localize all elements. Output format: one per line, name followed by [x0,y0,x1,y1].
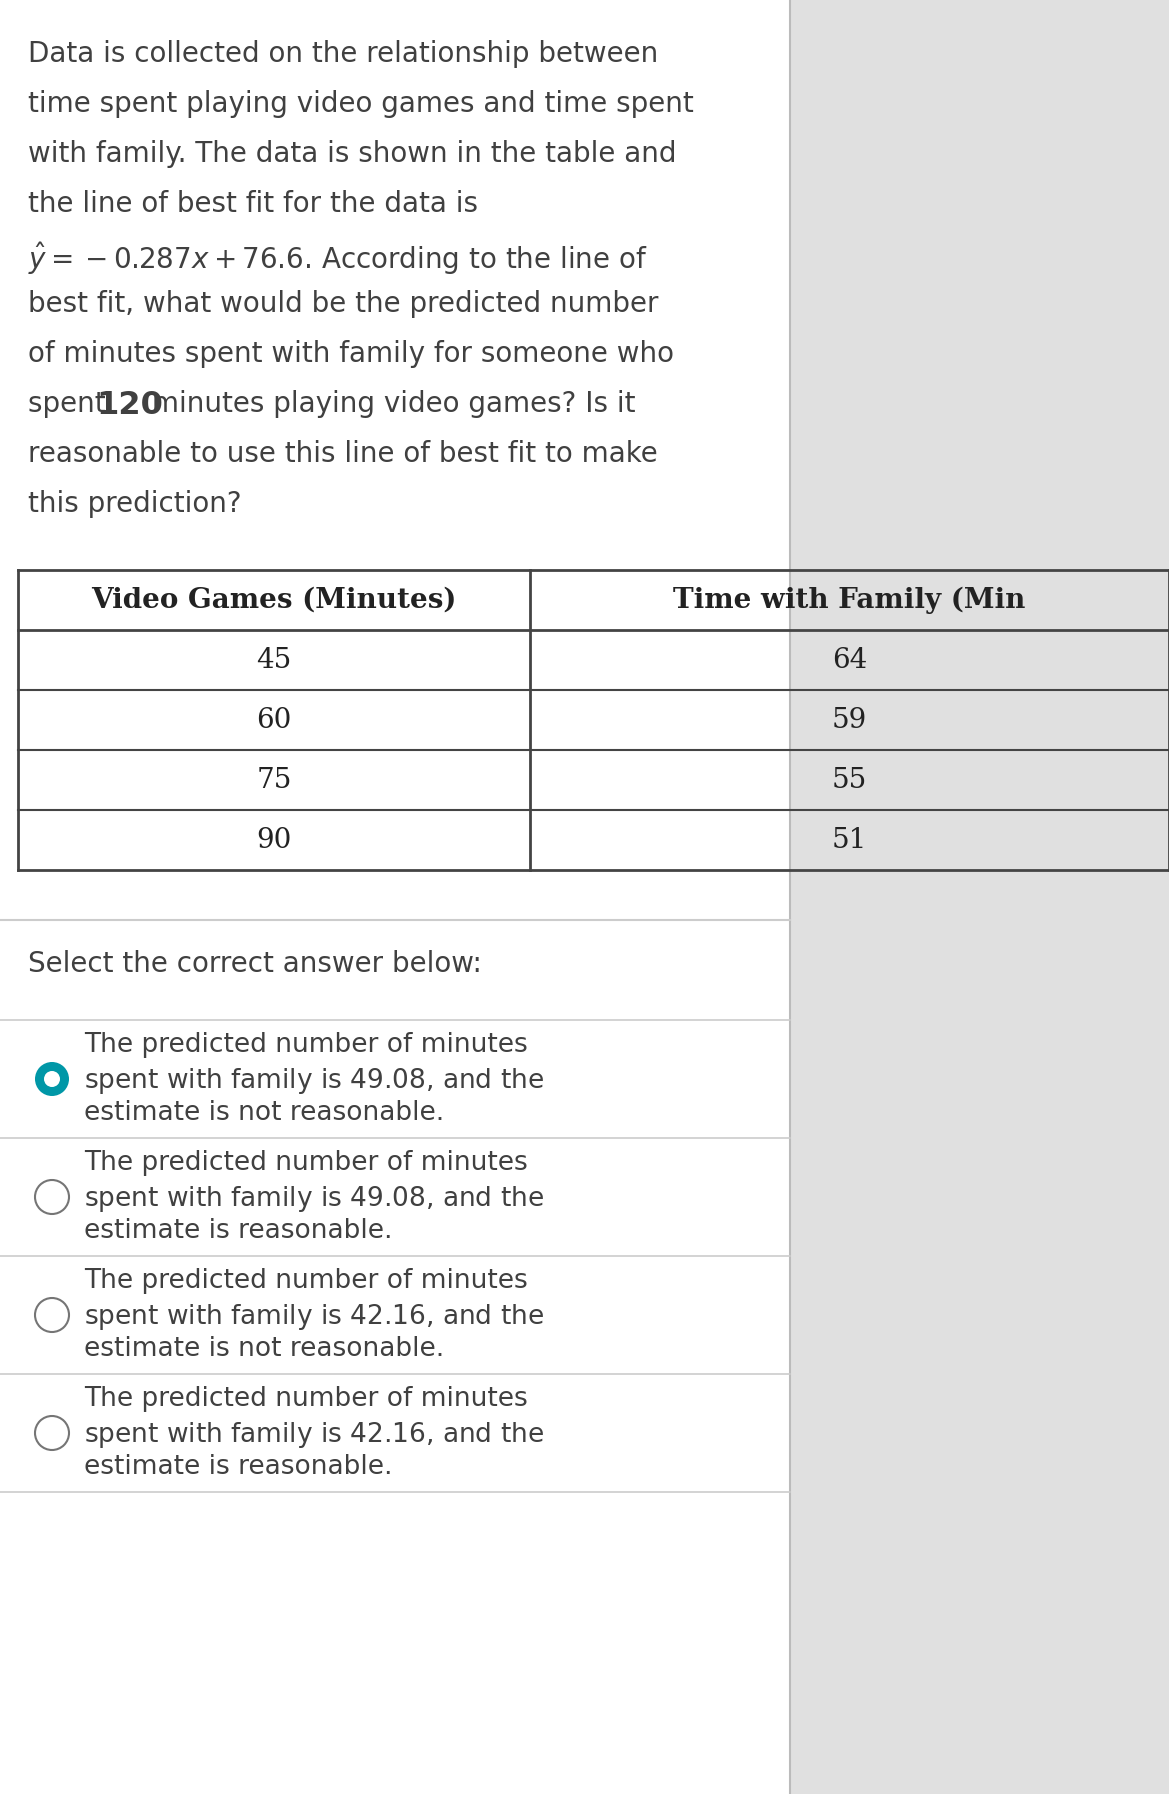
Text: 90: 90 [256,827,292,854]
Text: Data is collected on the relationship between: Data is collected on the relationship be… [28,39,658,68]
Circle shape [44,1071,60,1087]
Text: spent: spent [28,389,115,418]
Circle shape [35,1299,69,1331]
Text: The predicted number of minutes: The predicted number of minutes [84,1032,527,1058]
Text: $\hat{y} = -0.287x + 76.6$. According to the line of: $\hat{y} = -0.287x + 76.6$. According to… [28,240,648,276]
Text: 60: 60 [256,707,292,734]
Text: 75: 75 [256,766,292,793]
Text: Select the correct answer below:: Select the correct answer below: [28,951,482,978]
Bar [790,0,1169,1794]
Text: estimate is not reasonable.: estimate is not reasonable. [84,1337,444,1362]
Text: with family. The data is shown in the table and: with family. The data is shown in the ta… [28,140,677,169]
Bar [0,0,790,1794]
Text: estimate is reasonable.: estimate is reasonable. [84,1218,393,1243]
Circle shape [35,1415,69,1450]
Text: Time with Family (Min: Time with Family (Min [673,587,1025,614]
Text: this prediction?: this prediction? [28,490,242,518]
Text: reasonable to use this line of best fit to make: reasonable to use this line of best fit … [28,440,658,468]
Text: minutes playing video games? Is it: minutes playing video games? Is it [143,389,636,418]
Text: spent with family is $49.08$, and the: spent with family is $49.08$, and the [84,1066,544,1096]
Text: 51: 51 [832,827,867,854]
Text: the line of best fit for the data is: the line of best fit for the data is [28,190,478,219]
Text: estimate is reasonable.: estimate is reasonable. [84,1453,393,1480]
Text: best fit, what would be the predicted number: best fit, what would be the predicted nu… [28,291,658,318]
Circle shape [35,1180,69,1215]
Text: 59: 59 [832,707,867,734]
Text: The predicted number of minutes: The predicted number of minutes [84,1150,527,1177]
Text: spent with family is $49.08$, and the: spent with family is $49.08$, and the [84,1184,544,1215]
Text: of minutes spent with family for someone who: of minutes spent with family for someone… [28,341,675,368]
Text: spent with family is $42.16$, and the: spent with family is $42.16$, and the [84,1421,544,1450]
Circle shape [35,1062,69,1096]
Text: 55: 55 [832,766,867,793]
Text: 64: 64 [832,646,867,673]
Text: The predicted number of minutes: The predicted number of minutes [84,1387,527,1412]
Text: time spent playing video games and time spent: time spent playing video games and time … [28,90,693,118]
Text: 45: 45 [256,646,291,673]
Text: Video Games (Minutes): Video Games (Minutes) [91,587,457,614]
Text: spent with family is $42.16$, and the: spent with family is $42.16$, and the [84,1302,544,1331]
Text: 120: 120 [96,389,162,422]
Text: estimate is not reasonable.: estimate is not reasonable. [84,1100,444,1127]
Text: The predicted number of minutes: The predicted number of minutes [84,1268,527,1293]
